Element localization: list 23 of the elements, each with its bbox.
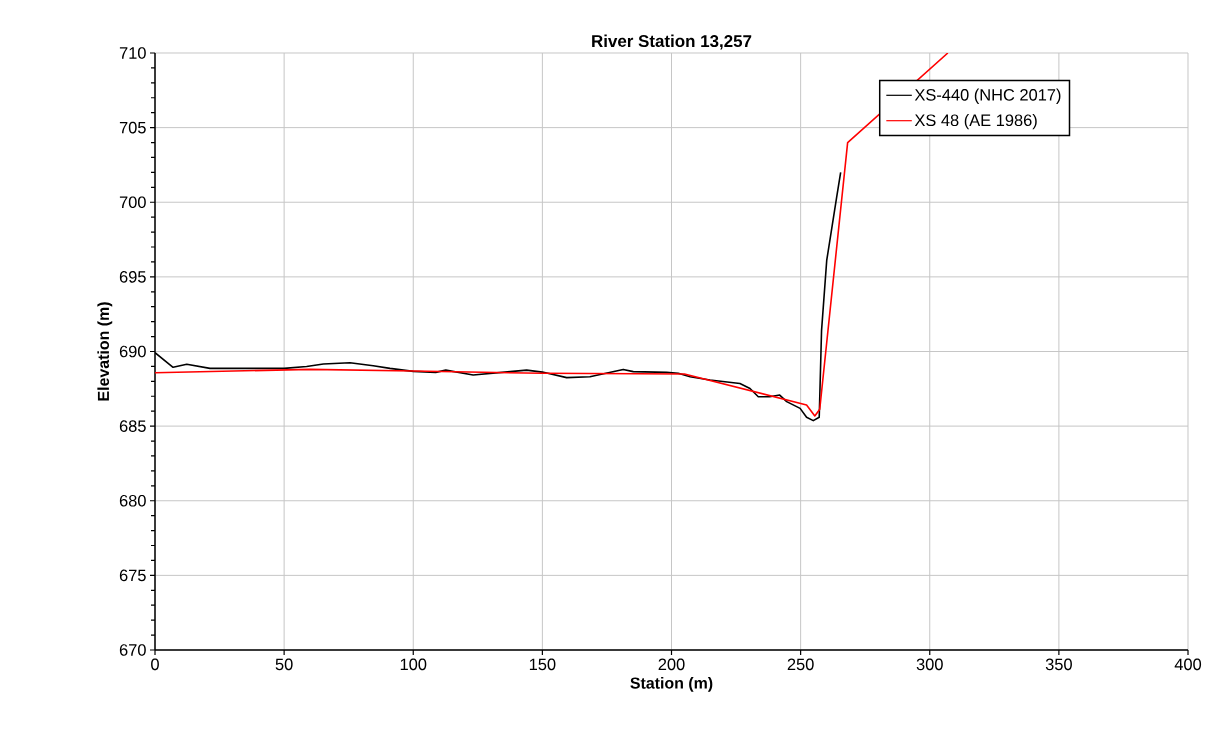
- y-tick-label: 675: [119, 569, 146, 582]
- x-tick-label: 50: [275, 658, 293, 671]
- x-axis-title: Station (m): [630, 677, 713, 692]
- x-tick-label: 350: [1045, 658, 1072, 671]
- y-tick-label: 695: [119, 271, 146, 283]
- y-axis-title: Elevation (m): [97, 302, 113, 401]
- y-tick-label: 700: [119, 196, 146, 209]
- legend-label: XS-440 (NHC 2017): [914, 88, 1061, 104]
- x-tick-label: 150: [529, 658, 556, 671]
- y-tick-label: 670: [119, 644, 146, 656]
- x-tick-label: 100: [400, 658, 427, 671]
- x-tick-label: 0: [151, 658, 159, 671]
- y-tick-label: 685: [119, 420, 146, 432]
- chart-title: River Station 13,257: [592, 34, 752, 50]
- y-tick-label: 705: [119, 121, 146, 134]
- y-tick-label: 680: [119, 494, 146, 507]
- x-tick-label: 250: [787, 658, 814, 671]
- y-tick-label: 690: [119, 345, 146, 358]
- x-tick-label: 300: [916, 658, 943, 671]
- x-tick-label: 400: [1174, 658, 1202, 671]
- x-tick-label: 200: [658, 658, 685, 671]
- y-tick-label: 710: [119, 47, 146, 59]
- legend-label: XS 48 (AE 1986): [914, 113, 1037, 130]
